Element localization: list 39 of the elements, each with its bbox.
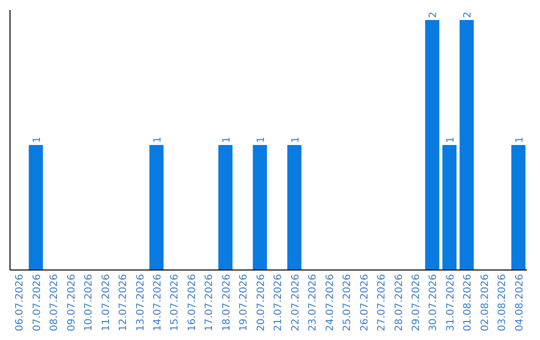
x-tick-label: 20.07.2026 — [256, 274, 267, 332]
x-tick-label: 18.07.2026 — [221, 274, 232, 332]
x-tick-label: 01.08.2026 — [462, 274, 474, 332]
data-label: 1 — [290, 136, 302, 143]
x-tick-label: 06.07.2026 — [14, 274, 26, 332]
x-tick-label: 28.07.2026 — [394, 274, 405, 332]
x-tick-label: 07.07.2026 — [32, 274, 43, 332]
x-tick-label: 04.08.2026 — [514, 274, 526, 332]
x-tick-label: 17.07.2026 — [204, 274, 216, 332]
x-tick-label: 13.07.2026 — [135, 274, 146, 332]
x-tick-label: 11.07.2026 — [100, 274, 112, 332]
x-tick-label: 26.07.2026 — [359, 274, 370, 332]
x-tick-label: 21.07.2026 — [273, 274, 284, 332]
x-tick-label: 25.07.2026 — [342, 274, 354, 332]
x-tick-label: 16.07.2026 — [186, 274, 198, 332]
data-label: 2 — [462, 12, 474, 18]
x-tick-label: 29.07.2026 — [410, 274, 422, 332]
x-tick-label: 02.08.2026 — [480, 274, 491, 332]
x-tick-label: 27.07.2026 — [376, 274, 388, 332]
x-tick-label: 19.07.2026 — [238, 274, 250, 332]
x-tick-label: 08.07.2026 — [49, 274, 60, 332]
data-label: 1 — [152, 136, 164, 143]
x-tick-label: 09.07.2026 — [66, 274, 78, 332]
x-tick-label: 14.07.2026 — [152, 274, 164, 332]
x-tick-label: 15.07.2026 — [170, 274, 181, 332]
x-tick-label: 22.07.2026 — [290, 274, 302, 332]
x-tick-label: 03.08.2026 — [497, 274, 508, 332]
data-label: 2 — [428, 12, 440, 18]
x-tick-label: 23.07.2026 — [308, 274, 319, 332]
x-tick-label: 24.07.2026 — [324, 274, 336, 332]
x-tick-label: 30.07.2026 — [428, 274, 440, 332]
data-label: 1 — [445, 136, 456, 143]
data-label: 1 — [221, 136, 232, 143]
x-tick-label: 10.07.2026 — [84, 274, 95, 332]
x-tick-label: 31.07.2026 — [445, 274, 456, 332]
x-tick-label: 12.07.2026 — [118, 274, 130, 332]
data-label: 1 — [32, 136, 43, 143]
data-label: 1 — [256, 136, 267, 143]
data-label: 1 — [514, 136, 526, 143]
